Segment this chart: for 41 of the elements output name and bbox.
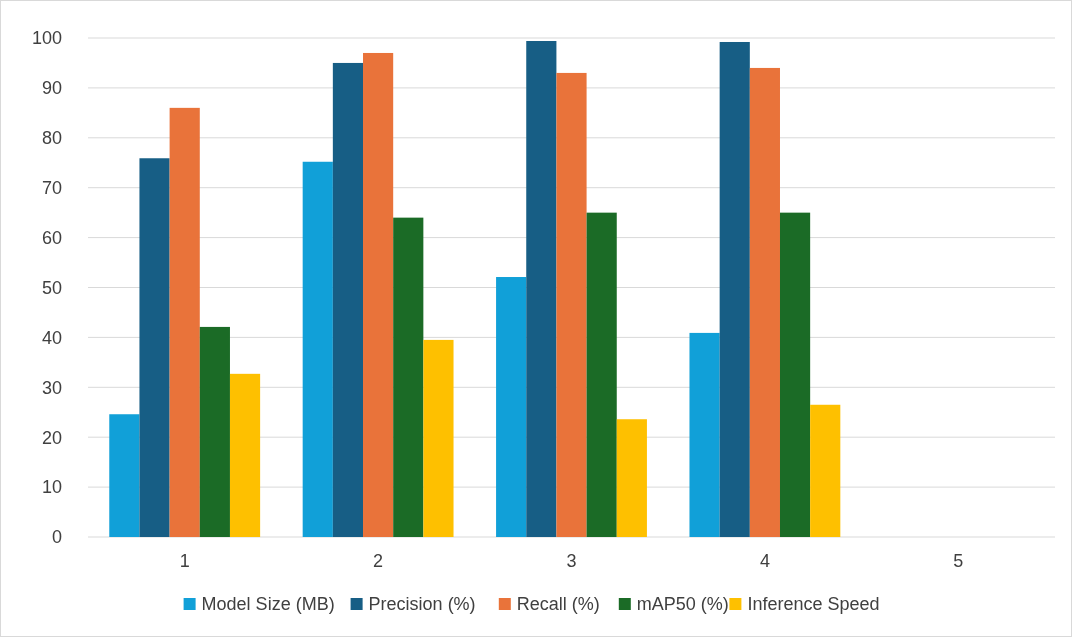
bar [169, 107, 200, 537]
x-tick-label: 2 [373, 551, 384, 571]
bar [229, 373, 261, 537]
legend-label: Model Size (MB) [201, 594, 335, 615]
bar [423, 339, 454, 537]
y-tick-label: 100 [31, 28, 62, 49]
y-tick-label: 20 [41, 427, 62, 448]
x-tick-label: 4 [759, 551, 770, 571]
legend-label: Recall (%) [516, 594, 600, 615]
bar [496, 277, 527, 537]
y-tick-label: 30 [41, 377, 62, 398]
legend-label: Inference Speed [747, 594, 880, 615]
x-tick-label: 1 [179, 551, 190, 571]
bar [556, 72, 587, 537]
bar [199, 326, 230, 537]
bar [616, 419, 647, 537]
y-tick-label: 90 [41, 78, 62, 99]
y-tick-label: 70 [41, 178, 62, 198]
y-tick-label: 60 [41, 227, 62, 248]
legend-label: Precision (%) [368, 594, 476, 615]
bar [332, 62, 364, 537]
y-tick-label: 50 [41, 277, 62, 298]
y-tick-label: 0 [51, 527, 62, 548]
bar [779, 212, 811, 537]
bar [526, 40, 557, 537]
y-tick-label: 10 [41, 477, 62, 498]
bar [810, 404, 841, 537]
bar [302, 161, 333, 537]
bar [719, 41, 750, 537]
x-tick-label: 3 [566, 551, 577, 571]
y-tick-label: 80 [41, 128, 62, 149]
bar [363, 52, 394, 537]
bar [393, 217, 424, 537]
bar [689, 332, 720, 537]
y-tick-label: 40 [41, 327, 62, 348]
bar [586, 212, 617, 537]
bar [749, 67, 780, 537]
bar [139, 158, 170, 537]
legend-label: mAP50 (%) [636, 594, 729, 615]
bar [109, 414, 140, 537]
x-tick-label: 5 [953, 551, 964, 571]
